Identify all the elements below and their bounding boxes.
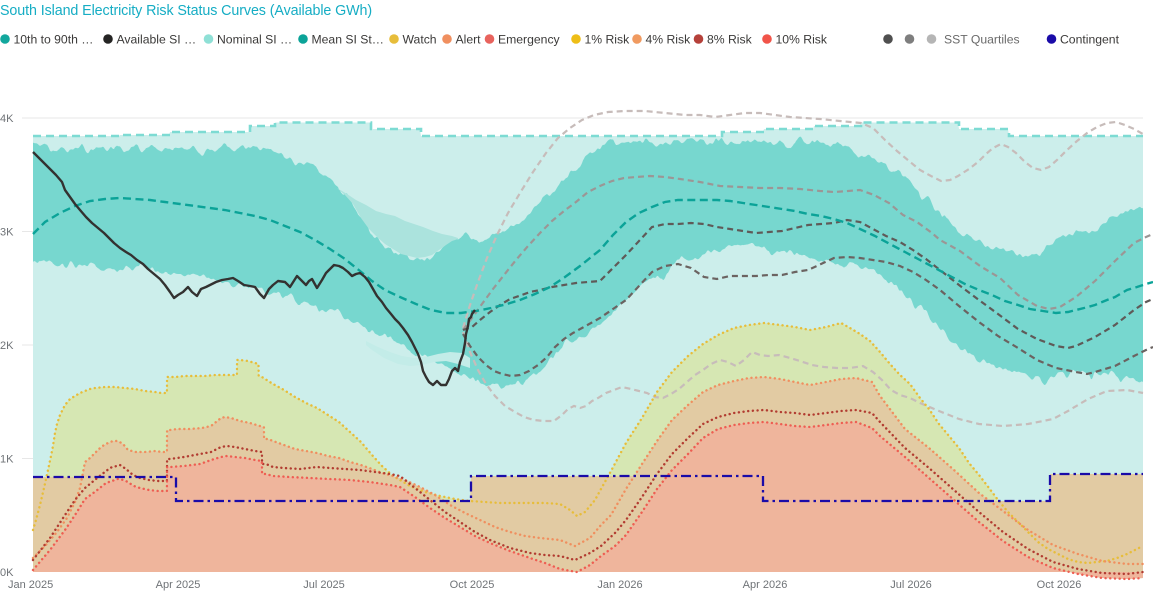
svg-text:Oct 2025: Oct 2025 — [450, 579, 495, 591]
svg-text:10% Risk: 10% Risk — [776, 32, 828, 46]
svg-text:Alert: Alert — [456, 32, 482, 46]
svg-text:Nominal SI …: Nominal SI … — [217, 32, 292, 46]
svg-text:4% Risk: 4% Risk — [646, 32, 692, 46]
svg-text:1K: 1K — [0, 454, 14, 466]
svg-text:Jan 2026: Jan 2026 — [597, 579, 642, 591]
svg-text:Apr 2026: Apr 2026 — [743, 579, 788, 591]
svg-text:8% Risk: 8% Risk — [707, 32, 753, 46]
svg-text:3K: 3K — [0, 227, 14, 239]
svg-text:Apr 2025: Apr 2025 — [156, 579, 201, 591]
svg-text:Mean SI St…: Mean SI St… — [312, 32, 384, 46]
svg-text:2K: 2K — [0, 340, 14, 352]
svg-text:Available SI …: Available SI … — [117, 32, 197, 46]
svg-text:1% Risk: 1% Risk — [585, 32, 631, 46]
svg-text:Jul 2026: Jul 2026 — [890, 579, 932, 591]
svg-text:Oct 2026: Oct 2026 — [1037, 579, 1082, 591]
svg-text:4K: 4K — [0, 113, 14, 125]
svg-text:Emergency: Emergency — [498, 32, 561, 46]
svg-text:Jan 2025: Jan 2025 — [8, 579, 53, 591]
svg-text:10th to 90th …: 10th to 90th … — [14, 32, 94, 46]
svg-text:0K: 0K — [0, 567, 14, 579]
svg-text:Watch: Watch — [403, 32, 437, 46]
svg-text:Jul 2025: Jul 2025 — [303, 579, 345, 591]
svg-text:South Island Electricity Risk: South Island Electricity Risk Status Cur… — [0, 3, 372, 19]
svg-text:Contingent: Contingent — [1060, 32, 1120, 46]
svg-text:SST Quartiles: SST Quartiles — [944, 32, 1020, 46]
